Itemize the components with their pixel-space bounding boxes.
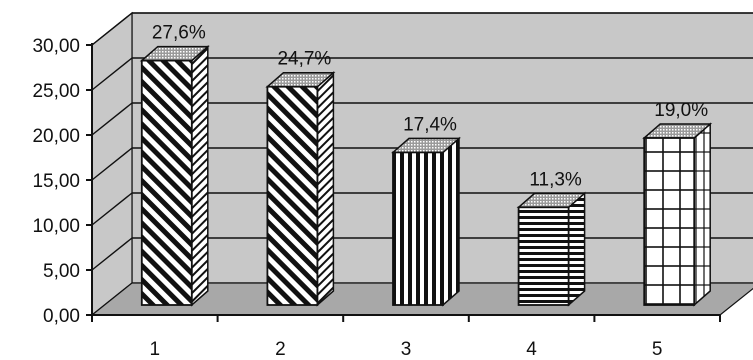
x-tick-label: 4 xyxy=(526,339,537,360)
bar-front xyxy=(517,206,570,306)
y-tick-label: 25,00 xyxy=(32,81,80,102)
x-tick-label: 5 xyxy=(652,339,663,360)
axes xyxy=(86,43,721,322)
bar-side xyxy=(442,136,460,307)
bar-side xyxy=(316,71,335,307)
bars xyxy=(139,44,713,307)
bar-front xyxy=(266,85,319,306)
x-axis-tick-labels: 1 2 3 4 5 xyxy=(150,339,663,360)
bar-1 xyxy=(139,44,210,307)
bar-front xyxy=(643,137,696,306)
bar-5 xyxy=(642,122,713,307)
y-tick-label: 20,00 xyxy=(32,126,80,147)
gridline-side xyxy=(91,57,133,91)
bar-side xyxy=(693,122,711,307)
y-tick-label: 15,00 xyxy=(32,171,80,192)
y-tick-label: 10,00 xyxy=(32,216,80,237)
y-tick-label: 0,00 xyxy=(43,306,80,327)
data-label: 11,3% xyxy=(529,169,582,190)
y-axis-tick-labels: 0,00 5,00 10,00 15,00 20,00 25,00 30,00 xyxy=(32,36,80,327)
bar-side xyxy=(191,44,209,307)
bar-front xyxy=(392,151,444,306)
x-tick-label: 1 xyxy=(150,339,161,360)
y-tick-label: 30,00 xyxy=(32,36,80,57)
gridline-side xyxy=(91,12,133,46)
bar-front xyxy=(140,59,193,306)
bar-2 xyxy=(265,71,336,307)
data-label: 24,7% xyxy=(277,49,331,70)
gridline-side xyxy=(91,102,133,136)
data-label: 27,6% xyxy=(152,23,206,44)
bar-side xyxy=(567,191,586,307)
y-tick-label: 5,00 xyxy=(43,261,80,282)
bar-3 xyxy=(391,136,461,307)
bar-4 xyxy=(516,191,587,307)
data-label: 17,4% xyxy=(403,114,457,135)
gridline-side xyxy=(91,147,133,181)
gridline-side xyxy=(91,237,133,271)
data-labels: 27,6% 24,7% 17,4% 11,3% 19,0% xyxy=(152,23,708,191)
x-tick-label: 2 xyxy=(275,339,286,360)
data-label: 19,0% xyxy=(654,100,708,121)
gridline-side xyxy=(91,192,133,226)
x-tick-label: 3 xyxy=(401,339,412,360)
